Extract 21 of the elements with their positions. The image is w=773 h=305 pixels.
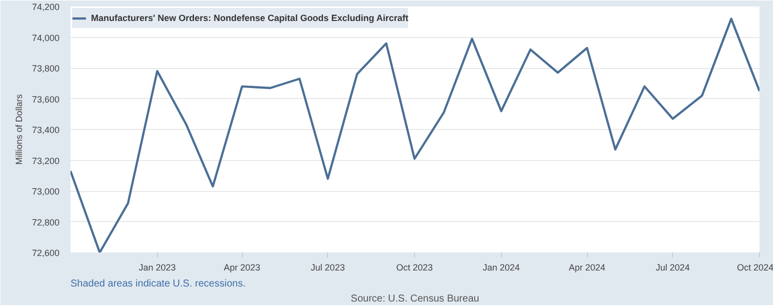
y-axis-title: Millions of Dollars xyxy=(14,94,24,165)
x-tick-label: Jan 2024 xyxy=(482,262,520,272)
x-tick-label: Oct 2023 xyxy=(396,262,433,272)
x-tick-label: Oct 2024 xyxy=(736,262,773,272)
y-tick-label: 73,600 xyxy=(32,94,60,104)
y-tick-label: 72,600 xyxy=(32,248,60,258)
y-tick-label: 73,000 xyxy=(32,186,60,196)
y-tick-label: 73,400 xyxy=(32,125,60,135)
y-tick-label: 74,200 xyxy=(32,2,60,12)
x-tick-label: Jan 2023 xyxy=(138,262,176,272)
x-tick-label: Jul 2023 xyxy=(310,262,345,272)
legend-label: Manufacturers' New Orders: Nondefense Capital Goods Excluding Aircraft xyxy=(91,13,408,23)
text: Shaded areas indicate U.S. recessions. xyxy=(70,278,246,290)
source-note: Source: U.S. Census Bureau xyxy=(350,294,480,304)
x-tick-label: Apr 2024 xyxy=(568,262,606,272)
x-tick-label: Apr 2023 xyxy=(224,262,260,272)
y-tick-label: 73,200 xyxy=(32,156,60,166)
x-tick-label: Jul 2024 xyxy=(656,262,690,272)
y-tick-label: 72,800 xyxy=(32,217,60,228)
y-tick-label: 73,800 xyxy=(32,64,60,74)
y-tick-label: 74,000 xyxy=(32,32,60,43)
